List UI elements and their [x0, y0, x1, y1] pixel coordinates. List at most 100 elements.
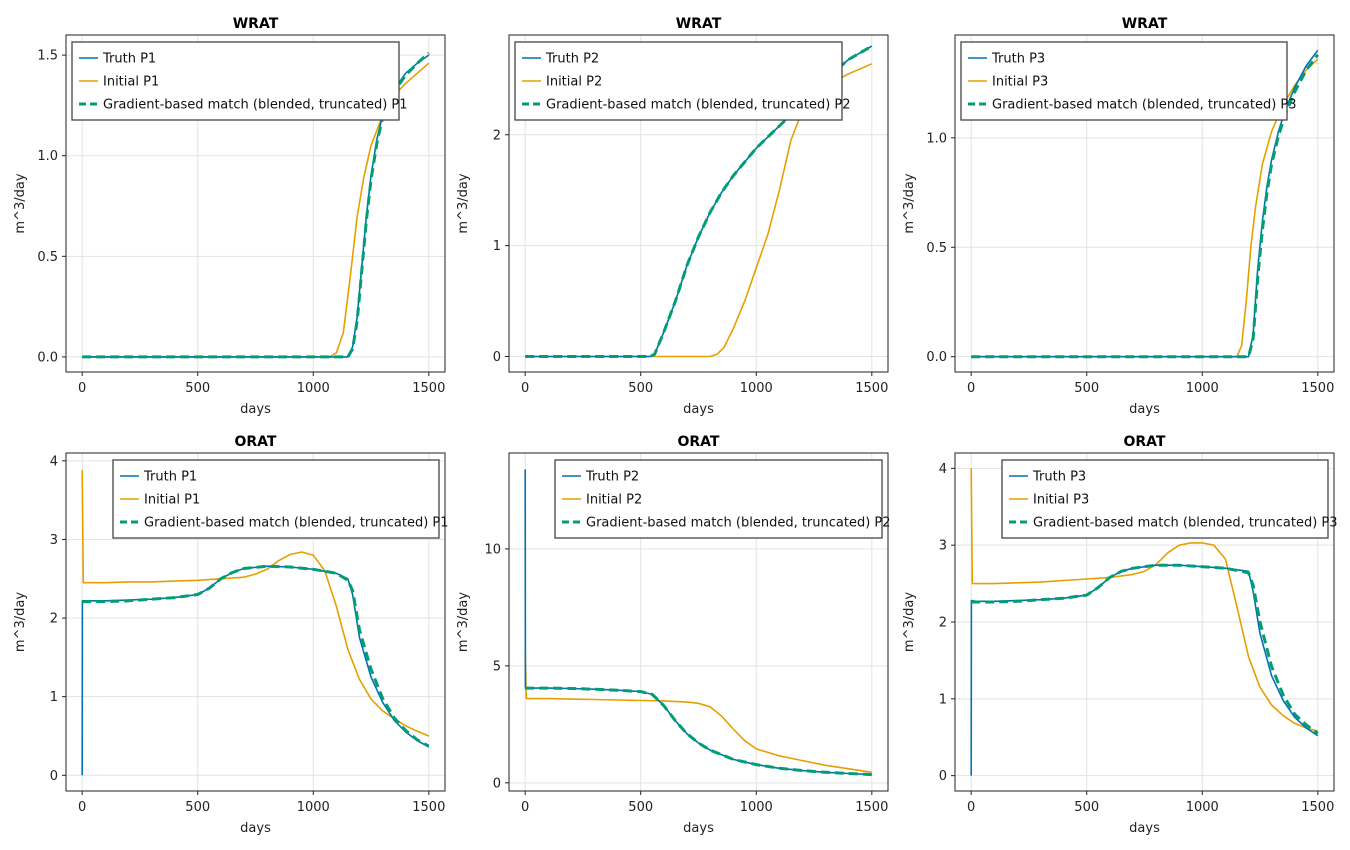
legend-box: [514, 41, 843, 121]
legend-label-initial: Initial P3: [992, 75, 1048, 90]
x-tick-label: 500: [628, 800, 653, 815]
x-tick-label: 500: [1074, 381, 1099, 396]
x-tick-label: 1000: [297, 800, 330, 815]
x-tick-label: 1000: [1186, 800, 1219, 815]
legend-box: [960, 41, 1288, 121]
y-axis-label: m^3/day: [13, 173, 28, 233]
y-tick-label: 5: [493, 659, 501, 674]
chart-title: WRAT: [676, 16, 722, 32]
series-line-match: [525, 44, 873, 358]
chart-title: WRAT: [233, 16, 279, 32]
chart-panel-2: 0 500 1000 1500 0 1 2 WRAT days m^3/day Truth P2 In…: [456, 16, 889, 417]
y-tick-label: 3: [50, 533, 58, 548]
chart-panel-6: 0 500 1000 1500 0 1 2 3 4 ORAT days m^3/day Truth P3…: [902, 434, 1338, 836]
series-line-initial: [81, 470, 430, 737]
chart-title: ORAT: [235, 434, 277, 450]
series-line-match: [525, 686, 872, 777]
chart-title: ORAT: [678, 434, 720, 450]
plot-frame: [954, 34, 1335, 373]
series-line-initial: [970, 468, 1319, 732]
series-line-match: [971, 53, 1319, 359]
y-tick-label: 1: [939, 692, 947, 707]
x-tick-label: 0: [78, 381, 86, 396]
y-tick-label: 0: [50, 769, 58, 784]
plot-frame: [65, 34, 446, 373]
legend-box: [1001, 459, 1329, 539]
x-tick-label: 0: [521, 381, 529, 396]
legend-label-match: Gradient-based match (blended, truncated…: [144, 516, 449, 531]
y-axis-label: m^3/day: [456, 173, 471, 233]
legend: Truth P3 Initial P3 Gradient-based match (…: [1001, 459, 1338, 539]
x-axis-label: days: [1129, 821, 1160, 836]
y-tick-label: 0: [493, 350, 501, 365]
legend-label-initial: Initial P1: [144, 493, 200, 508]
y-axis-label: m^3/day: [902, 173, 917, 233]
series-line-match: [82, 564, 430, 748]
x-tick-label: 1000: [297, 381, 330, 396]
x-axis-label: days: [240, 821, 271, 836]
chart-title: WRAT: [1122, 16, 1168, 32]
x-tick-label: 0: [967, 800, 975, 815]
legend: Truth P2 Initial P2 Gradient-based match (…: [554, 459, 891, 539]
x-tick-label: 500: [628, 381, 653, 396]
legend-label-match: Gradient-based match (blended, truncated…: [103, 98, 408, 113]
y-tick-label: 1.0: [926, 131, 947, 146]
legend-label-match: Gradient-based match (blended, truncated…: [546, 98, 851, 113]
x-axis-label: days: [1129, 402, 1160, 417]
y-tick-label: 2: [939, 616, 947, 631]
chart-title: ORAT: [1124, 434, 1166, 450]
x-tick-label: 500: [1074, 800, 1099, 815]
y-tick-label: 1.0: [37, 149, 58, 164]
legend-label-truth: Truth P1: [102, 52, 156, 67]
legend-label-truth: Truth P3: [991, 52, 1045, 67]
legend-label-truth: Truth P2: [585, 470, 639, 485]
x-tick-label: 1500: [1301, 381, 1334, 396]
series-line-truth: [81, 565, 430, 776]
y-tick-label: 4: [50, 454, 58, 469]
y-tick-label: 0.5: [37, 250, 58, 265]
y-axis-label: m^3/day: [13, 592, 28, 652]
y-axis-label: m^3/day: [456, 592, 471, 652]
legend: Truth P2 Initial P2 Gradient-based match (…: [514, 41, 851, 121]
plot-frame: [508, 452, 889, 792]
x-tick-label: 1500: [1301, 800, 1334, 815]
legend-label-initial: Initial P3: [1033, 493, 1089, 508]
x-tick-label: 1000: [740, 800, 773, 815]
x-tick-label: 0: [78, 800, 86, 815]
x-tick-label: 500: [185, 381, 210, 396]
chart-panel-3: 0 500 1000 1500 0.0 0.5 1.0 WRAT days m^3/day Trut…: [902, 16, 1335, 417]
x-tick-label: 0: [967, 381, 975, 396]
chart-panel-1: 0 500 1000 1500 0.0 0.5 1.0 1.5 WRAT days m^3/day T…: [13, 16, 446, 417]
y-tick-label: 0: [493, 776, 501, 791]
y-tick-label: 1.5: [37, 49, 58, 64]
x-axis-label: days: [683, 821, 714, 836]
series-line-initial: [524, 651, 872, 774]
y-tick-label: 0.0: [926, 350, 947, 365]
x-tick-label: 1500: [412, 800, 445, 815]
legend-box: [112, 459, 440, 539]
chart-panel-5: 0 500 1000 1500 0 5 10 ORAT days m^3/day Truth P2 I…: [456, 434, 891, 836]
x-tick-label: 1000: [1186, 381, 1219, 396]
y-tick-label: 0: [939, 769, 947, 784]
y-tick-label: 2: [493, 128, 501, 143]
y-tick-label: 0.0: [37, 350, 58, 365]
y-axis-label: m^3/day: [902, 592, 917, 652]
series-line-truth: [970, 564, 1319, 776]
y-tick-label: 3: [939, 539, 947, 554]
x-axis-label: days: [240, 402, 271, 417]
legend-label-truth: Truth P1: [143, 470, 197, 485]
y-tick-label: 1: [493, 239, 501, 254]
legend-label-match: Gradient-based match (blended, truncated…: [992, 98, 1297, 113]
x-tick-label: 1500: [855, 800, 888, 815]
y-tick-label: 10: [484, 542, 501, 557]
y-tick-label: 2: [50, 612, 58, 627]
x-tick-label: 1500: [855, 381, 888, 396]
chart-panel-4: 0 500 1000 1500 0 1 2 3 4 ORAT days m^3/day Truth P1…: [13, 434, 449, 836]
x-tick-label: 500: [185, 800, 210, 815]
plot-frame: [508, 34, 889, 373]
y-tick-label: 1: [50, 690, 58, 705]
legend-label-truth: Truth P3: [1032, 470, 1086, 485]
series-line-match: [971, 563, 1319, 735]
legend-box: [554, 459, 883, 539]
legend-label-match: Gradient-based match (blended, truncated…: [586, 516, 891, 531]
